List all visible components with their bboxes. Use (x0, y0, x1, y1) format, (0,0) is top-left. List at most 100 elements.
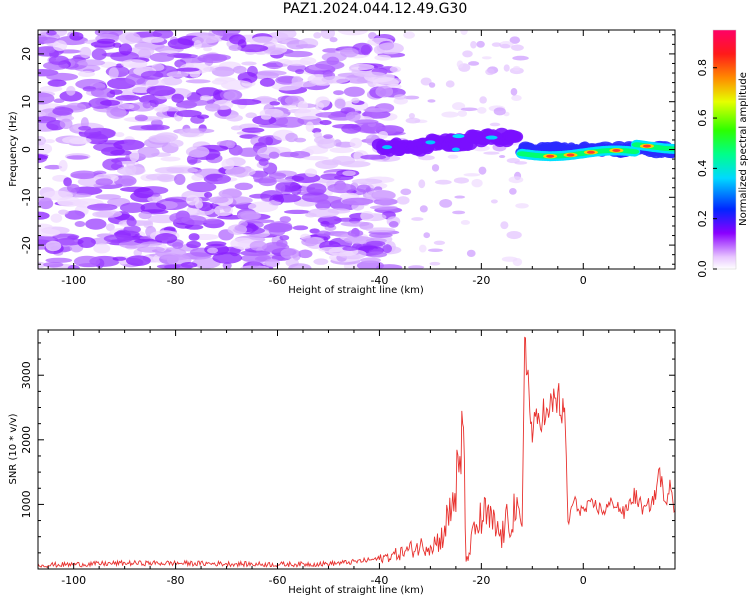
x-tick-label: -60 (269, 274, 287, 287)
noise-blob (137, 146, 160, 158)
noise-blob (305, 121, 314, 132)
noise-blob (349, 63, 375, 71)
noise-blob (95, 178, 113, 186)
noise-blob (66, 85, 76, 96)
noise-blob (503, 64, 510, 72)
noise-blob (463, 173, 481, 177)
noise-blob (441, 111, 459, 118)
colorbar-tick-label: 0.0 (696, 260, 709, 278)
noise-blob (418, 155, 435, 161)
noise-blob (333, 90, 345, 96)
spectrogram-x-axis-label: Height of straight line (km) (288, 285, 424, 296)
noise-blob (42, 190, 74, 201)
noise-blob (405, 117, 421, 124)
noise-blob (207, 247, 219, 254)
noise-blob (293, 137, 307, 143)
noise-blob (434, 179, 452, 185)
noise-blob (478, 166, 487, 175)
noise-blob (43, 261, 64, 268)
noise-blob (103, 234, 134, 243)
peak-red (642, 144, 651, 148)
y-tick-label: 2000 (20, 426, 33, 454)
noise-blob (340, 221, 370, 227)
noise-blob (44, 164, 63, 170)
noise-blob (340, 47, 359, 58)
noise-blob (117, 103, 135, 110)
spectrogram-y-axis-label: Frequency (Hz) (8, 111, 19, 187)
noise-blob (230, 98, 262, 106)
snr-axes: -100 -80 -60 -40 -20 0 1000 2000 3000 (20, 330, 675, 587)
noise-blob (457, 110, 468, 117)
noise-blob (73, 255, 101, 268)
noise-blob (241, 61, 257, 66)
signal-core (425, 140, 436, 145)
noise-blob (77, 59, 106, 67)
noise-blob (275, 182, 286, 194)
noise-blob (315, 111, 347, 118)
noise-blob (38, 143, 53, 155)
noise-blob (174, 173, 186, 185)
noise-blob (342, 246, 359, 252)
noise-blob (237, 147, 261, 157)
noise-blob (479, 96, 487, 104)
noise-blob (211, 66, 235, 77)
noise-blob (54, 237, 84, 246)
noise-blob (45, 240, 62, 252)
noise-blob (142, 36, 165, 43)
chart-title: PAZ1.2024.044.12.49.G30 (282, 1, 468, 17)
noise-blob (369, 205, 398, 210)
noise-blob (321, 159, 342, 166)
y-tick-label: 1000 (20, 490, 33, 518)
noise-blob (228, 44, 242, 52)
noise-blob (258, 176, 278, 187)
noise-blob (466, 249, 476, 258)
noise-blob (222, 262, 232, 269)
noise-blob (115, 132, 125, 138)
noise-blob (431, 164, 440, 172)
noise-blob (418, 179, 426, 189)
colorbar (713, 30, 736, 269)
noise-blob (196, 114, 210, 119)
noise-blob (400, 188, 412, 196)
noise-blob (38, 211, 50, 220)
noise-blob (493, 107, 506, 116)
noise-blob (279, 216, 292, 223)
noise-blob (140, 124, 170, 131)
x-tick-label: -100 (61, 274, 86, 287)
noise-blob (411, 217, 424, 221)
noise-blob (343, 236, 375, 245)
noise-blob (510, 87, 518, 96)
noise-blob (470, 40, 477, 49)
noise-blob (316, 230, 331, 237)
noise-blob (78, 70, 96, 77)
noise-blob (313, 131, 323, 139)
noise-blob (240, 265, 270, 269)
noise-blob (90, 41, 116, 48)
noise-blob (145, 173, 174, 181)
noise-blob (45, 257, 73, 263)
noise-blob (452, 210, 466, 215)
noise-blob (351, 178, 383, 185)
noise-blob (154, 233, 178, 244)
noise-blob (83, 127, 116, 140)
x-tick-label: -80 (167, 274, 185, 287)
x-tick-label: 0 (580, 274, 587, 287)
noise-blob (269, 101, 281, 106)
noise-blob (225, 114, 243, 122)
noise-blob (476, 107, 487, 114)
noise-blob (356, 184, 371, 193)
noise-blob (92, 211, 114, 218)
noise-blob (319, 119, 332, 126)
x-tick-label: -100 (61, 574, 86, 587)
noise-blob (275, 178, 295, 183)
noise-blob (378, 131, 389, 139)
noise-blob (67, 183, 80, 193)
noise-blob (112, 256, 127, 261)
noise-blob (360, 257, 381, 263)
colorbar-frame (712, 29, 737, 270)
noise-blob (279, 234, 290, 241)
noise-blob (314, 60, 345, 70)
x-tick-label: -40 (370, 574, 388, 587)
noise-blob (320, 30, 336, 39)
noise-blob (185, 194, 200, 206)
